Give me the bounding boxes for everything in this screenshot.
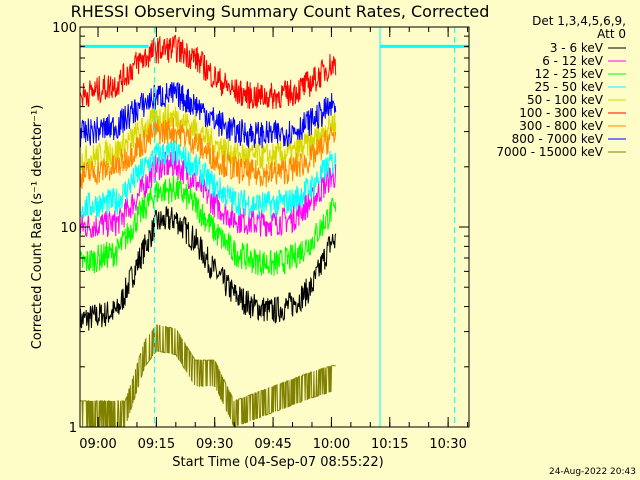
legend-label-8: 800 - 7000 keV <box>512 132 604 146</box>
x-tick-label: 09:30 <box>196 437 233 452</box>
x-tick-label: 09:15 <box>138 437 175 452</box>
x-tick-label: 10:15 <box>371 437 408 452</box>
legend-header-line-2: Att 0 <box>597 27 626 41</box>
legend-header-line-1: Det 1,3,4,5,6,9, <box>532 14 626 28</box>
x-tick-label: 09:45 <box>254 437 291 452</box>
legend-label-6: 100 - 300 keV <box>519 106 603 120</box>
series-line-9 <box>80 324 336 428</box>
series-line-1 <box>79 206 337 335</box>
y-axis-label: Corrected Count Rate (s⁻¹ detector⁻¹) <box>30 105 45 350</box>
x-axis: 09:00 09:15 09:30 09:45 10:00 10:15 10:30 <box>79 27 469 452</box>
legend-label-5: 50 - 100 keV <box>527 93 604 107</box>
legend-label-3: 12 - 25 keV <box>535 67 604 81</box>
series-line-4 <box>79 139 337 219</box>
footer-timestamp: 24-Aug-2022 20:43 <box>549 467 636 477</box>
series-line-7 <box>79 117 337 189</box>
series-line-5 <box>79 103 337 175</box>
plot-frame <box>79 26 470 428</box>
series-line-2 <box>79 150 337 239</box>
x-tick-label: 10:00 <box>313 437 350 452</box>
y-axis: 1 10 100 <box>52 21 469 436</box>
x-tick-label: 09:00 <box>79 437 116 452</box>
legend-label-7: 300 - 800 keV <box>519 119 603 133</box>
series-line-8 <box>79 81 337 149</box>
x-tick-label: 10:30 <box>429 437 466 452</box>
legend-label-1: 3 - 6 keV <box>550 41 604 55</box>
legend-label-9: 7000 - 15000 keV <box>496 145 603 159</box>
chart-title: RHESSI Observing Summary Count Rates, Co… <box>71 2 490 21</box>
y-tick-label: 100 <box>52 21 77 36</box>
y-tick-label: 10 <box>60 221 77 236</box>
legend-label-4: 25 - 50 keV <box>535 80 604 94</box>
series-line-3 <box>79 176 337 276</box>
series-line-6 <box>79 34 337 110</box>
x-axis-label: Start Time (04-Sep-07 08:55:22) <box>172 455 383 470</box>
y-tick-label: 1 <box>69 421 77 436</box>
legend-label-2: 6 - 12 keV <box>542 54 604 68</box>
plot-area <box>79 27 469 428</box>
